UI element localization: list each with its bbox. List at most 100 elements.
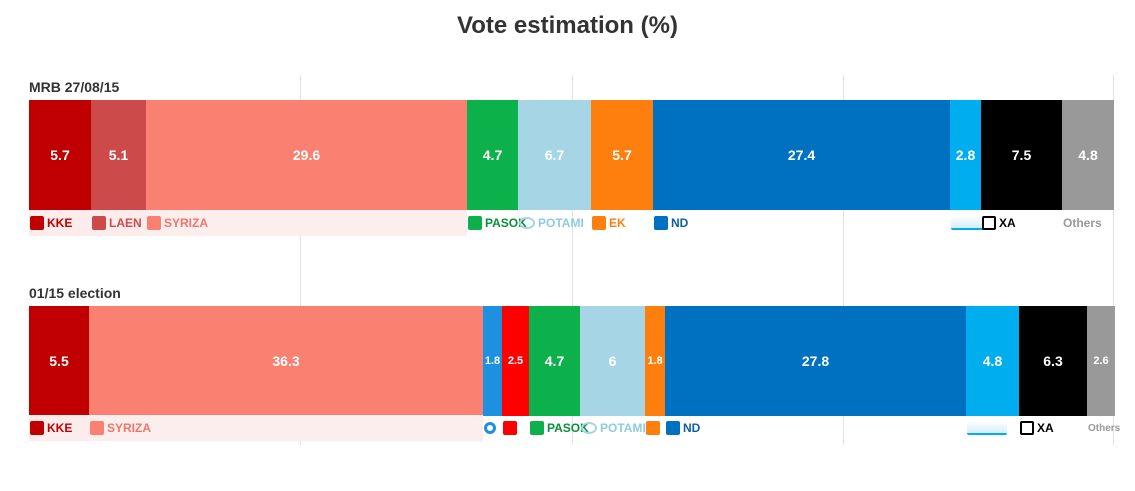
party-label: ND (654, 210, 688, 236)
bar-segment: 27.8 (665, 306, 966, 416)
data-label: 6 (608, 353, 617, 369)
bar-segment: 5.5 (29, 306, 89, 416)
party-label (967, 415, 1007, 441)
party-label: XA (982, 210, 1016, 236)
party-label: KKE (30, 415, 72, 441)
party-label-background (89, 415, 483, 441)
party-name: POTAMI (600, 421, 646, 435)
bar-segment: 4.7 (529, 306, 580, 416)
gridline (842, 75, 844, 445)
syriza-logo-icon (147, 216, 161, 230)
party-labels: KKE LAEN SYRIZA PASOK POTAMI EK ND XA Others (29, 210, 1114, 236)
bar-segment: 27.4 (653, 100, 950, 210)
party-name: SYRIZA (164, 216, 209, 230)
party-label: POTAMI (519, 210, 584, 236)
party-label: SYRIZA (147, 210, 208, 236)
xa-logo-icon (982, 216, 996, 230)
party-label: PASOK (530, 415, 589, 441)
party-name: Others (1063, 216, 1102, 230)
bar-segment: 36.3 (89, 306, 483, 416)
potami-logo-icon (581, 422, 597, 434)
party-name: ND (683, 421, 701, 435)
row-label: 01/15 election (29, 285, 121, 301)
party-name: EK (609, 216, 626, 230)
party-label (484, 415, 496, 441)
xa-logo-icon (1020, 421, 1034, 435)
bar-segment: 5.7 (591, 100, 653, 210)
blue-party-logo-icon (484, 422, 496, 434)
party-name: XA (999, 216, 1016, 230)
data-label: 4.7 (482, 147, 503, 163)
data-label: 2.8 (955, 147, 976, 163)
nd-logo-icon (666, 421, 680, 435)
ek-logo-icon (592, 216, 606, 230)
party-name: ND (671, 216, 689, 230)
party-name: Others (1088, 422, 1121, 434)
party-label (646, 415, 660, 441)
party-label: POTAMI (581, 415, 646, 441)
bar-segment: 2.8 (950, 100, 981, 210)
pasok-logo-icon (530, 421, 544, 435)
laen-logo-icon (92, 216, 106, 230)
syriza-logo-icon (90, 421, 104, 435)
stacked-bar: 5.5 36.3 1.8 2.5 4.7 6 1.8 27.8 4.8 6.3 2.6 (29, 306, 1115, 416)
data-label: 27.8 (801, 353, 830, 369)
data-label: 5.7 (612, 147, 632, 163)
party-label-background (146, 210, 467, 236)
bar-segment: 6 (580, 306, 645, 416)
party-name: KKE (47, 421, 73, 435)
bar-segment: 6.3 (1019, 306, 1087, 416)
data-label: 6.3 (1043, 353, 1063, 369)
data-label: 5.7 (50, 147, 70, 163)
party-name: PASOK (547, 421, 589, 435)
data-label: 36.3 (272, 353, 300, 369)
party-label (951, 210, 991, 236)
gridline (300, 75, 302, 445)
party-label: XA (1020, 415, 1054, 441)
anel-logo-icon (967, 421, 1007, 435)
data-label: 29.6 (292, 147, 321, 163)
party-label: Others (1063, 210, 1102, 236)
data-label: 2.6 (1093, 355, 1109, 367)
bar-segment: 2.6 (1087, 306, 1115, 416)
gridline (1113, 75, 1114, 445)
data-label: 5.1 (108, 147, 129, 163)
party-name: PASOK (485, 216, 527, 230)
data-label: 4.8 (1078, 147, 1098, 163)
bar-segment: 2.5 (502, 306, 529, 416)
party-label (503, 415, 517, 441)
anel-logo-icon (951, 216, 991, 230)
party-name: XA (1037, 421, 1054, 435)
data-label: 27.4 (787, 147, 816, 163)
data-label: 4.7 (544, 353, 565, 369)
ek-logo-icon (646, 421, 660, 435)
bar-segment: 1.8 (645, 306, 665, 416)
gridline (571, 75, 573, 445)
pasok-logo-icon (468, 216, 482, 230)
party-label: PASOK (468, 210, 527, 236)
data-label: 4.8 (982, 353, 1003, 369)
party-label: LAEN (92, 210, 142, 236)
bar-segment: 4.7 (467, 100, 518, 210)
data-label: 2.5 (507, 355, 524, 367)
data-label: 6.7 (544, 147, 565, 163)
bar-segment: 5.7 (29, 100, 91, 210)
bar-segment: 5.1 (91, 100, 146, 210)
data-label: 7.5 (1011, 147, 1032, 163)
stacked-bar: 5.7 5.1 29.6 4.7 6.7 5.7 27.4 2.8 7.5 4.8 (29, 100, 1114, 210)
kke-logo-icon (30, 421, 44, 435)
data-label: 5.5 (49, 353, 69, 369)
bar-segment: 6.7 (518, 100, 591, 210)
party-label: ND (666, 415, 700, 441)
kke-logo-icon (30, 216, 44, 230)
party-name: SYRIZA (107, 421, 152, 435)
red-party-logo-icon (503, 421, 517, 435)
party-label: SYRIZA (90, 415, 151, 441)
bar-segment: 29.6 (146, 100, 467, 210)
bar-segment: 4.8 (966, 306, 1019, 416)
party-label: EK (592, 210, 626, 236)
party-name: KKE (47, 216, 73, 230)
data-label: 1.8 (484, 355, 501, 367)
nd-logo-icon (654, 216, 668, 230)
party-label: Others (1088, 415, 1120, 441)
